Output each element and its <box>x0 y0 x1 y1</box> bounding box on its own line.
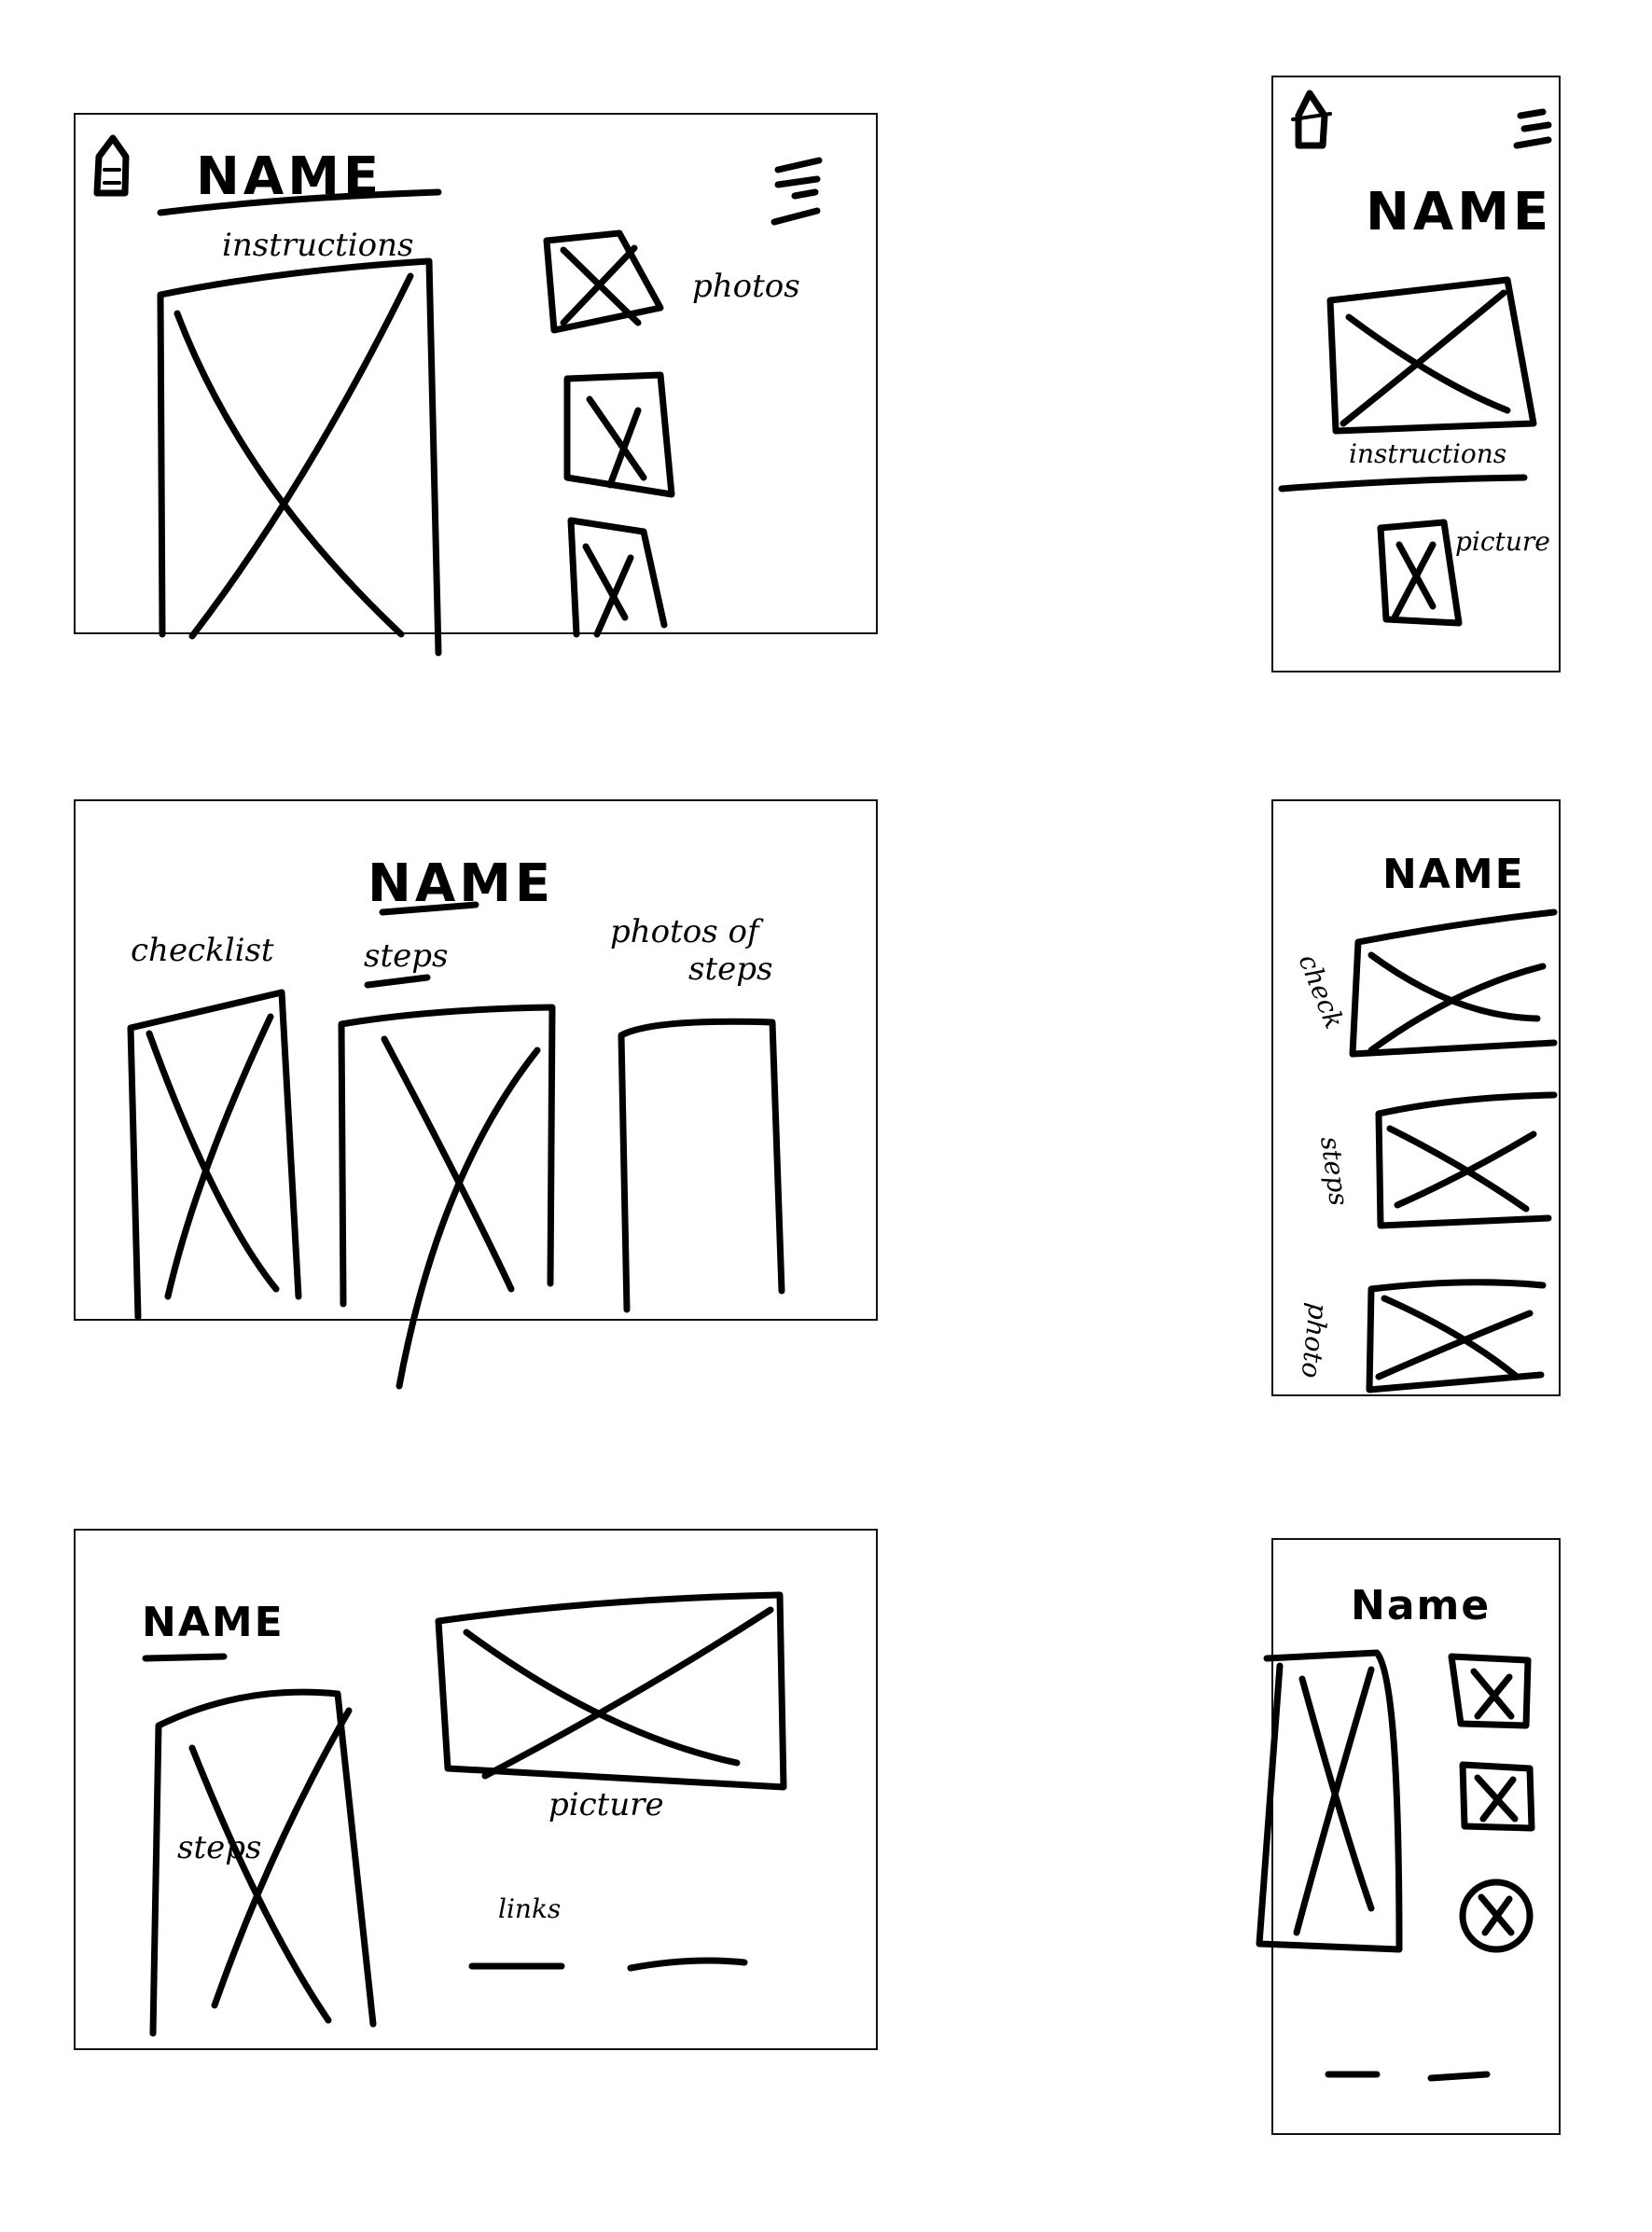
hamburger-menu-icon <box>770 157 823 226</box>
home-icon <box>93 134 130 197</box>
photo-placeholder-2 <box>563 371 675 498</box>
check-label: check <box>1293 950 1351 1033</box>
mobile-frame-2 <box>1271 799 1561 1396</box>
photo-placeholder <box>1366 1279 1547 1393</box>
desktop-wireframe-1: NAME instructions photos <box>74 113 878 657</box>
page-title: NAME <box>1382 851 1525 898</box>
photos-label-line1: photos of <box>610 913 764 950</box>
home-icon <box>1291 90 1332 149</box>
picture-label: picture <box>1455 526 1550 557</box>
photo-placeholder-3 <box>567 517 668 638</box>
desktop-wireframe-3: NAME steps picture links <box>74 1529 878 2050</box>
photos-label-line2: steps <box>688 950 772 988</box>
steps-placeholder <box>338 1004 556 1390</box>
instructions-label: instructions <box>1349 438 1506 469</box>
links-label: links <box>498 1893 561 1924</box>
picture-placeholder <box>1377 519 1463 627</box>
desktop-wireframe-2: NAME checklist steps photos of steps <box>74 799 878 1390</box>
picture-label: picture <box>548 1786 664 1823</box>
desktop-frame-2 <box>74 799 878 1321</box>
instructions-label: instructions <box>222 227 413 264</box>
page-title: NAME <box>1366 182 1552 243</box>
checklist-placeholder <box>1349 908 1558 1058</box>
instructions-image-placeholder <box>157 257 442 657</box>
title-underline <box>157 188 442 216</box>
link-line-2[interactable] <box>1427 2071 1491 2082</box>
desktop-frame-1 <box>74 113 878 634</box>
page-title: Name <box>1351 1582 1491 1629</box>
steps-placeholder <box>149 1688 377 2037</box>
page-title: NAME <box>142 1599 285 1646</box>
mobile-wireframe-1: NAME instructions picture <box>1271 76 1561 672</box>
mobile-wireframe-2: NAME check steps photo <box>1271 799 1561 1396</box>
hamburger-menu-icon <box>1513 108 1552 149</box>
picture-placeholder <box>435 1591 787 1791</box>
desktop-frame-3 <box>74 1529 878 2050</box>
thumbnail-placeholder-3 <box>1459 1878 1534 1953</box>
thumbnail-placeholder-2 <box>1459 1761 1535 1832</box>
link-line-2[interactable] <box>627 1957 748 1972</box>
steps-placeholder <box>1256 1649 1403 1953</box>
photos-label: photos <box>692 268 800 305</box>
photo-placeholder-1 <box>543 229 664 334</box>
photos-of-steps-placeholder <box>618 1018 785 1313</box>
steps-underline <box>364 974 431 989</box>
checklist-placeholder <box>127 989 302 1321</box>
steps-label: steps <box>177 1829 261 1866</box>
mobile-frame-3 <box>1271 1538 1561 2135</box>
mobile-wireframe-3: Name <box>1256 1538 1561 2135</box>
instructions-image-placeholder <box>1326 276 1537 435</box>
title-underline <box>142 1653 228 1662</box>
steps-placeholder <box>1375 1091 1558 1229</box>
steps-label: steps <box>364 937 448 975</box>
thumbnail-placeholder-1 <box>1448 1653 1532 1729</box>
instructions-underline <box>1278 474 1528 492</box>
photo-label: photo <box>1296 1301 1334 1379</box>
mobile-frame-1 <box>1271 76 1561 672</box>
checklist-label: checklist <box>131 932 274 969</box>
title-underline <box>379 901 479 916</box>
steps-label: steps <box>1314 1134 1354 1207</box>
